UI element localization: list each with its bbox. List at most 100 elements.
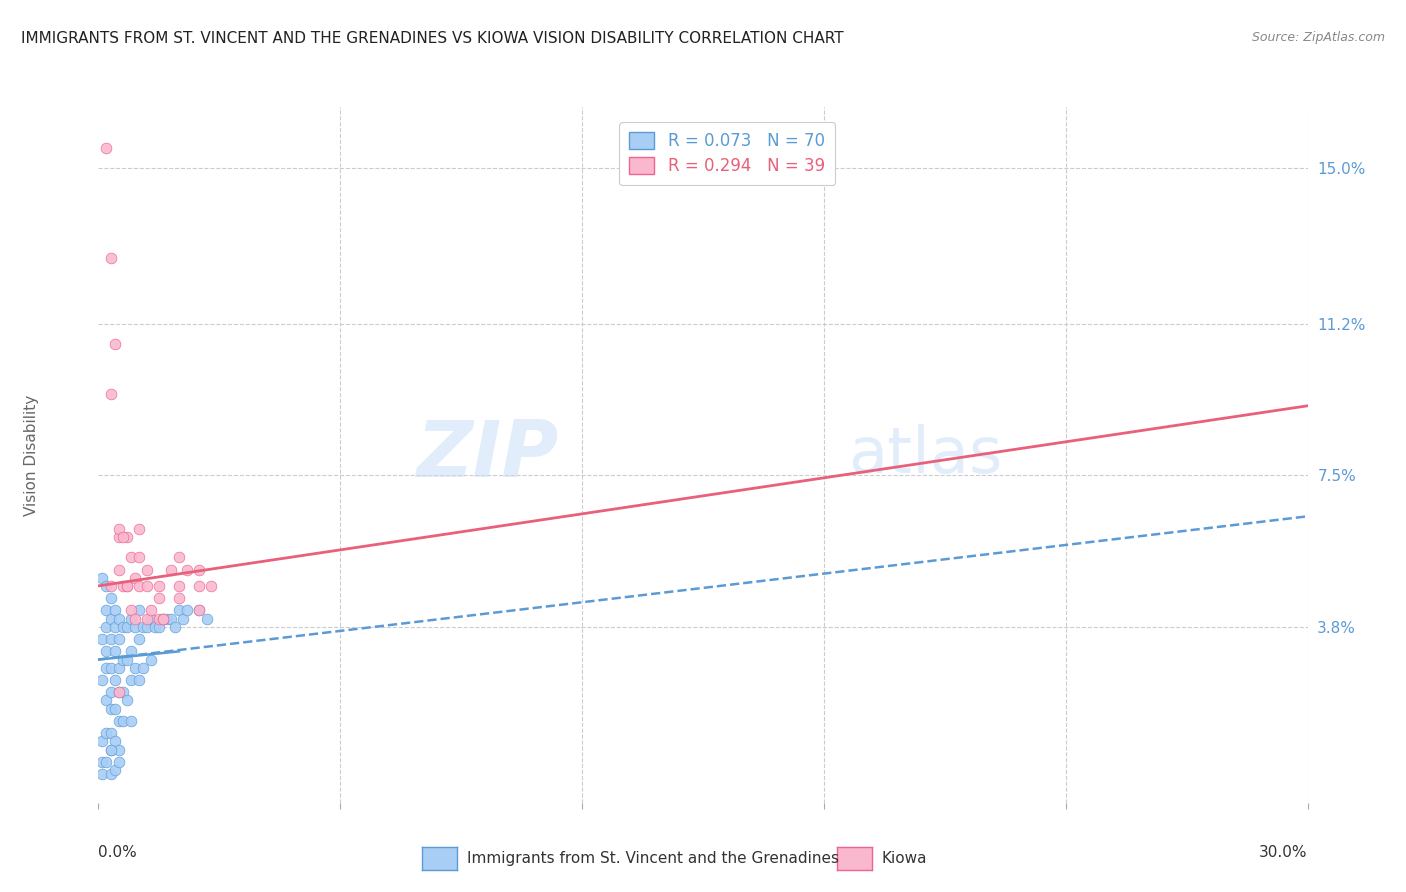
Point <box>139 603 162 617</box>
Point <box>100 685 122 699</box>
Point <box>148 591 170 606</box>
Text: Vision Disability: Vision Disability <box>24 394 39 516</box>
Point <box>100 767 122 781</box>
Point <box>124 612 146 626</box>
Point <box>148 612 170 626</box>
Point <box>115 579 138 593</box>
Point <box>100 612 122 626</box>
Point <box>107 530 129 544</box>
Point <box>103 763 125 777</box>
Point <box>100 591 122 606</box>
Point <box>128 579 150 593</box>
Point <box>120 603 142 617</box>
Point <box>167 579 190 593</box>
Point <box>115 693 138 707</box>
Point <box>152 612 174 626</box>
Text: 0.0%: 0.0% <box>98 845 138 860</box>
Point <box>148 579 170 593</box>
Point <box>100 726 122 740</box>
Text: Kiowa: Kiowa <box>882 852 927 866</box>
Point <box>124 571 146 585</box>
Text: IMMIGRANTS FROM ST. VINCENT AND THE GRENADINES VS KIOWA VISION DISABILITY CORREL: IMMIGRANTS FROM ST. VINCENT AND THE GREN… <box>21 31 844 46</box>
Point <box>120 612 142 626</box>
Point <box>120 550 142 565</box>
Point <box>124 620 146 634</box>
Point <box>107 685 129 699</box>
Point <box>111 620 134 634</box>
Point <box>100 632 122 646</box>
Point <box>188 603 211 617</box>
Point <box>96 693 118 707</box>
Point <box>135 612 157 626</box>
Point <box>139 652 162 666</box>
Point <box>107 661 129 675</box>
Point <box>107 714 129 728</box>
Point <box>172 612 194 626</box>
Point <box>103 673 125 687</box>
Point <box>91 673 114 687</box>
Point <box>111 714 134 728</box>
Point <box>96 661 118 675</box>
Point <box>96 620 118 634</box>
Point <box>96 755 118 769</box>
Point <box>152 612 174 626</box>
Point <box>107 612 129 626</box>
Point <box>188 603 211 617</box>
Point <box>163 620 186 634</box>
Point <box>135 562 157 576</box>
Point <box>115 652 138 666</box>
Point <box>167 550 190 565</box>
Point <box>103 644 125 658</box>
Point <box>128 522 150 536</box>
Point <box>156 612 179 626</box>
Point <box>132 620 155 634</box>
Point <box>128 550 150 565</box>
Point <box>96 579 118 593</box>
Point <box>135 579 157 593</box>
Point <box>135 620 157 634</box>
Point <box>132 661 155 675</box>
Point <box>176 603 198 617</box>
Point <box>96 141 118 155</box>
Point <box>100 701 122 715</box>
Point <box>120 673 142 687</box>
Point <box>148 620 170 634</box>
Point <box>115 620 138 634</box>
Point <box>128 603 150 617</box>
Point <box>103 734 125 748</box>
Point <box>96 603 118 617</box>
Point <box>103 620 125 634</box>
Point <box>188 562 211 576</box>
Point <box>100 252 122 266</box>
Point <box>167 591 190 606</box>
Point <box>167 603 190 617</box>
Point <box>107 685 129 699</box>
Point <box>111 652 134 666</box>
Text: ZIP: ZIP <box>416 417 558 493</box>
Point <box>115 530 138 544</box>
Text: atlas: atlas <box>848 424 1002 486</box>
Point <box>107 742 129 756</box>
Point <box>120 644 142 658</box>
Point <box>139 612 162 626</box>
Point <box>143 620 166 634</box>
Point <box>124 661 146 675</box>
Text: Immigrants from St. Vincent and the Grenadines: Immigrants from St. Vincent and the Gren… <box>467 852 839 866</box>
Point <box>103 337 125 351</box>
Point <box>91 734 114 748</box>
Point <box>91 767 114 781</box>
Point <box>107 755 129 769</box>
Point <box>195 612 218 626</box>
Point <box>160 562 183 576</box>
Point <box>96 644 118 658</box>
Point <box>91 632 114 646</box>
Legend: R = 0.073   N = 70, R = 0.294   N = 39: R = 0.073 N = 70, R = 0.294 N = 39 <box>620 122 835 186</box>
Point <box>120 714 142 728</box>
Point <box>111 685 134 699</box>
Point <box>111 579 134 593</box>
Point <box>100 661 122 675</box>
Point <box>91 571 114 585</box>
Point <box>176 562 198 576</box>
Point <box>128 632 150 646</box>
Point <box>91 755 114 769</box>
